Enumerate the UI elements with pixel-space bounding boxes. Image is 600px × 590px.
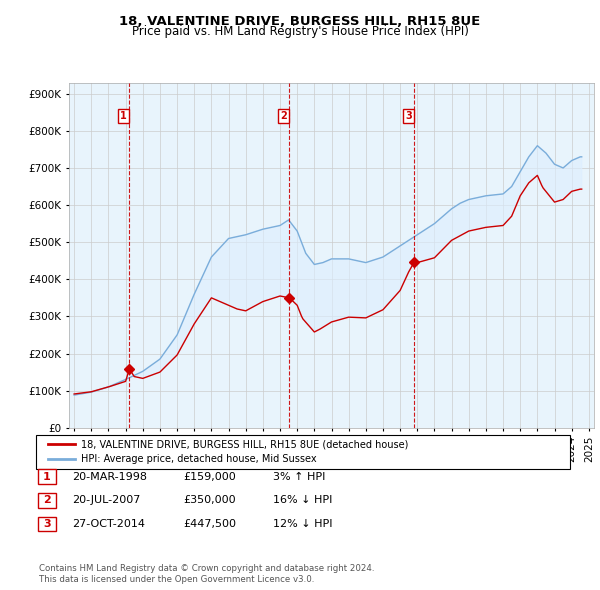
Text: 3: 3 bbox=[405, 111, 412, 121]
Text: 16% ↓ HPI: 16% ↓ HPI bbox=[273, 496, 332, 505]
Text: 27-OCT-2014: 27-OCT-2014 bbox=[72, 519, 145, 529]
Text: 1: 1 bbox=[43, 472, 50, 481]
Text: £447,500: £447,500 bbox=[183, 519, 236, 529]
Text: 1: 1 bbox=[120, 111, 127, 121]
Text: 3: 3 bbox=[43, 519, 50, 529]
Text: HPI: Average price, detached house, Mid Sussex: HPI: Average price, detached house, Mid … bbox=[81, 454, 317, 464]
Text: 20-MAR-1998: 20-MAR-1998 bbox=[72, 472, 147, 481]
Text: £159,000: £159,000 bbox=[183, 472, 236, 481]
Text: 20-JUL-2007: 20-JUL-2007 bbox=[72, 496, 140, 505]
Text: 3% ↑ HPI: 3% ↑ HPI bbox=[273, 472, 325, 481]
Text: 12% ↓ HPI: 12% ↓ HPI bbox=[273, 519, 332, 529]
Text: This data is licensed under the Open Government Licence v3.0.: This data is licensed under the Open Gov… bbox=[39, 575, 314, 584]
Text: Contains HM Land Registry data © Crown copyright and database right 2024.: Contains HM Land Registry data © Crown c… bbox=[39, 565, 374, 573]
Text: 18, VALENTINE DRIVE, BURGESS HILL, RH15 8UE (detached house): 18, VALENTINE DRIVE, BURGESS HILL, RH15 … bbox=[81, 440, 409, 450]
Text: 2: 2 bbox=[280, 111, 287, 121]
Text: 18, VALENTINE DRIVE, BURGESS HILL, RH15 8UE: 18, VALENTINE DRIVE, BURGESS HILL, RH15 … bbox=[119, 15, 481, 28]
Text: £350,000: £350,000 bbox=[183, 496, 236, 505]
Text: 2: 2 bbox=[43, 496, 50, 505]
Text: Price paid vs. HM Land Registry's House Price Index (HPI): Price paid vs. HM Land Registry's House … bbox=[131, 25, 469, 38]
